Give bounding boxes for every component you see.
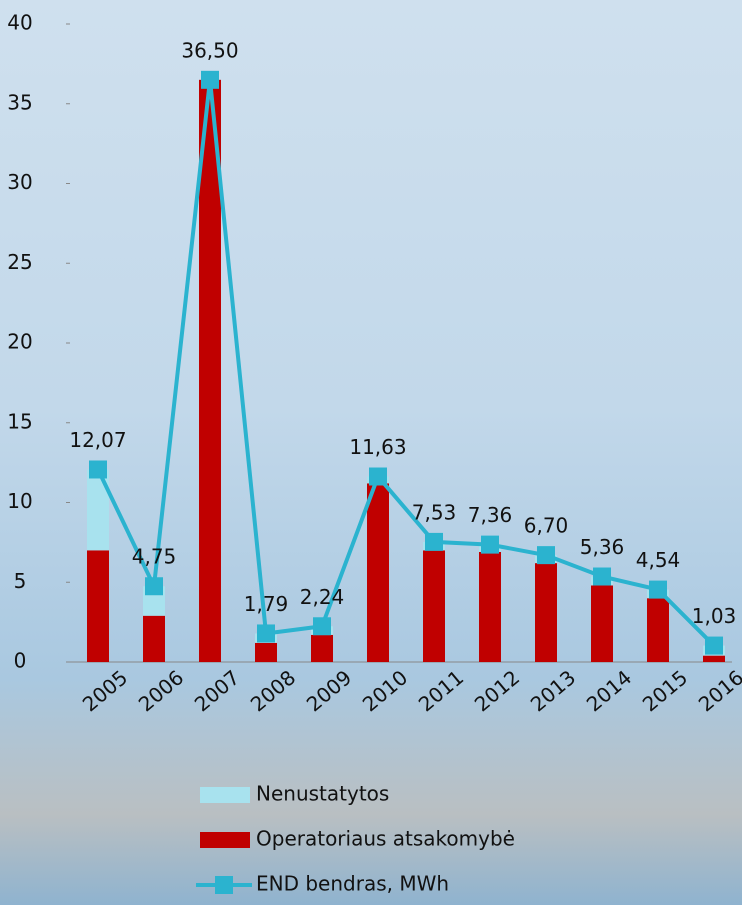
bar [591, 585, 613, 662]
bar [255, 643, 277, 662]
bar [311, 635, 333, 662]
bar [703, 656, 725, 662]
line-marker [481, 536, 499, 554]
y-tick-label: 0 [14, 649, 27, 673]
line-marker [89, 460, 107, 478]
legend-swatch [215, 876, 233, 894]
bar [479, 552, 501, 662]
bar [647, 598, 669, 662]
data-label: 12,07 [69, 428, 126, 452]
line-marker [593, 568, 611, 586]
line-marker [313, 617, 331, 635]
bar [535, 563, 557, 662]
legend-swatch [200, 832, 250, 848]
y-tick-label: 40 [7, 11, 32, 35]
line-marker [369, 468, 387, 486]
line-marker [649, 581, 667, 599]
data-label: 1,03 [692, 604, 737, 628]
data-label: 7,53 [412, 500, 457, 524]
line-marker [705, 637, 723, 655]
y-tick-label: 5 [14, 569, 27, 593]
legend-swatch [200, 787, 250, 803]
page: {"chart_data": {"type": "stacked-bar-lin… [0, 0, 742, 905]
data-label: 11,63 [349, 435, 406, 459]
data-label: 5,36 [580, 535, 625, 559]
y-tick-label: 30 [7, 170, 32, 194]
data-label: 7,36 [468, 503, 513, 527]
y-tick-label: 25 [7, 250, 32, 274]
legend-label: END bendras, MWh [256, 872, 449, 896]
y-tick-label: 10 [7, 489, 32, 513]
y-tick-label: 20 [7, 330, 32, 354]
data-label: 1,79 [244, 592, 289, 616]
bar [143, 616, 165, 662]
data-label: 2,24 [300, 585, 345, 609]
y-tick-label: 15 [7, 409, 32, 433]
bar [423, 550, 445, 662]
line-marker [201, 71, 219, 89]
data-label: 6,70 [524, 514, 569, 538]
bar [367, 483, 389, 662]
bar [87, 550, 109, 662]
data-label: 4,54 [636, 548, 681, 572]
y-tick-label: 35 [7, 90, 32, 114]
data-label: 4,75 [132, 545, 177, 569]
legend-label: Nenustatytos [256, 782, 389, 806]
chart: 0510152025303540200520062007200820092010… [0, 0, 742, 905]
data-label: 36,50 [181, 38, 238, 62]
line-marker [537, 546, 555, 564]
line-marker [425, 533, 443, 551]
line-marker [145, 577, 163, 595]
line-marker [257, 624, 275, 642]
legend-label: Operatoriaus atsakomybė [256, 827, 515, 851]
